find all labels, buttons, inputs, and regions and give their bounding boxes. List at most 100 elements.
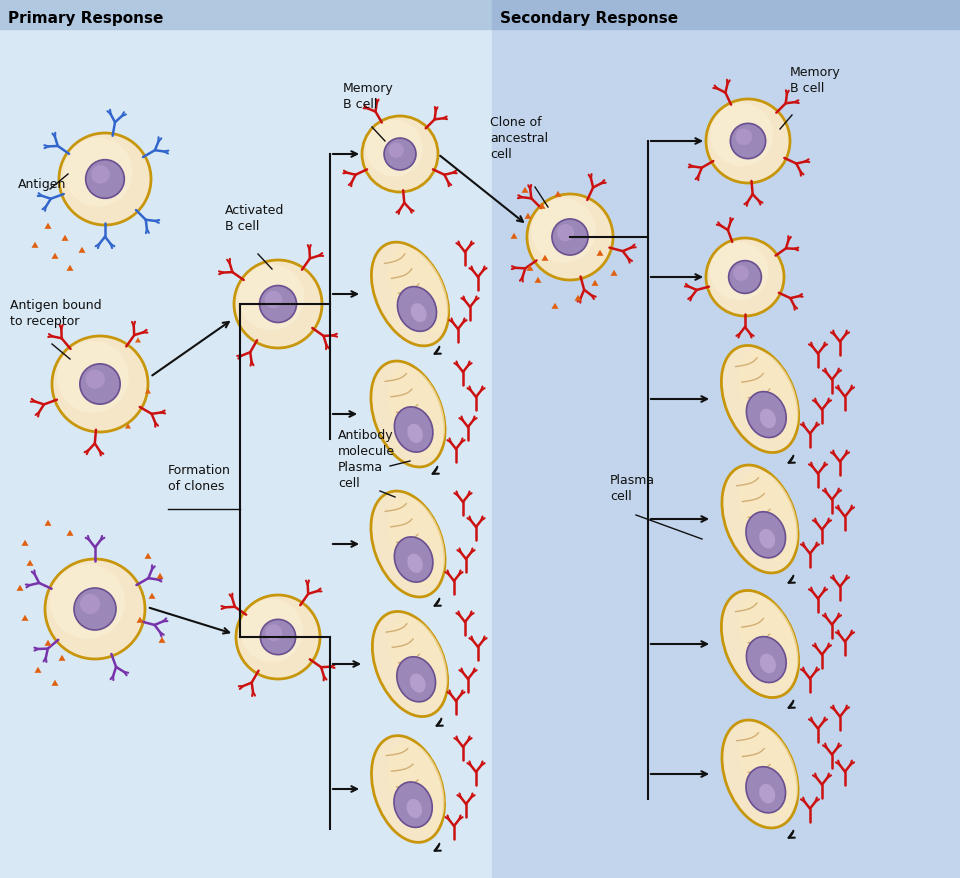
Ellipse shape xyxy=(722,465,798,573)
Polygon shape xyxy=(21,540,29,546)
Ellipse shape xyxy=(372,612,447,716)
Polygon shape xyxy=(535,277,541,284)
Ellipse shape xyxy=(394,782,432,827)
Text: Activated
B cell: Activated B cell xyxy=(225,204,284,233)
Ellipse shape xyxy=(407,424,422,443)
Circle shape xyxy=(63,139,132,207)
Polygon shape xyxy=(66,265,74,271)
Polygon shape xyxy=(524,213,532,220)
Polygon shape xyxy=(52,254,59,260)
Ellipse shape xyxy=(746,392,786,438)
Text: Clone of
ancestral
cell: Clone of ancestral cell xyxy=(490,116,548,161)
Circle shape xyxy=(80,364,120,405)
Polygon shape xyxy=(551,304,559,309)
Ellipse shape xyxy=(759,529,775,549)
Ellipse shape xyxy=(388,741,444,831)
Circle shape xyxy=(52,336,148,433)
Polygon shape xyxy=(44,224,52,229)
Polygon shape xyxy=(521,188,529,193)
Bar xyxy=(492,0,960,30)
Circle shape xyxy=(389,143,404,159)
Circle shape xyxy=(710,104,773,167)
Circle shape xyxy=(384,139,416,170)
Circle shape xyxy=(731,124,766,160)
Ellipse shape xyxy=(388,367,445,457)
Ellipse shape xyxy=(759,784,775,803)
Ellipse shape xyxy=(759,409,776,428)
Circle shape xyxy=(57,342,129,414)
Text: Antibody
molecule: Antibody molecule xyxy=(338,428,396,457)
Bar xyxy=(0,0,492,30)
Text: Antigen: Antigen xyxy=(18,178,66,191)
Text: Memory
B cell: Memory B cell xyxy=(343,82,394,111)
Circle shape xyxy=(362,117,438,193)
Ellipse shape xyxy=(388,497,445,587)
Circle shape xyxy=(240,600,303,662)
Circle shape xyxy=(80,594,100,615)
Polygon shape xyxy=(555,191,562,198)
Ellipse shape xyxy=(372,736,444,842)
Ellipse shape xyxy=(746,766,785,813)
Polygon shape xyxy=(32,242,38,248)
Bar xyxy=(492,0,960,878)
Polygon shape xyxy=(574,295,582,301)
Polygon shape xyxy=(539,204,545,210)
Circle shape xyxy=(366,120,422,177)
Ellipse shape xyxy=(395,537,433,582)
Polygon shape xyxy=(611,270,617,277)
Circle shape xyxy=(234,261,322,349)
Circle shape xyxy=(74,588,116,630)
Text: Formation
of clones: Formation of clones xyxy=(168,464,230,493)
Ellipse shape xyxy=(407,554,422,573)
Text: Secondary Response: Secondary Response xyxy=(500,11,678,25)
Ellipse shape xyxy=(407,799,422,818)
Circle shape xyxy=(729,262,761,294)
Ellipse shape xyxy=(389,616,447,705)
Ellipse shape xyxy=(721,346,799,453)
Circle shape xyxy=(527,195,613,281)
Circle shape xyxy=(735,129,753,146)
Polygon shape xyxy=(541,255,548,262)
Circle shape xyxy=(265,291,282,309)
Polygon shape xyxy=(526,265,534,271)
Ellipse shape xyxy=(396,657,436,702)
Circle shape xyxy=(706,239,784,317)
Circle shape xyxy=(706,100,790,184)
Polygon shape xyxy=(156,573,163,579)
Polygon shape xyxy=(135,338,141,343)
Circle shape xyxy=(238,265,304,331)
Polygon shape xyxy=(591,280,598,286)
Polygon shape xyxy=(145,389,151,394)
Ellipse shape xyxy=(388,248,448,335)
Ellipse shape xyxy=(397,287,437,332)
Polygon shape xyxy=(145,553,152,559)
Ellipse shape xyxy=(410,673,425,693)
Circle shape xyxy=(236,595,320,680)
Circle shape xyxy=(733,266,749,282)
Polygon shape xyxy=(125,424,131,429)
Circle shape xyxy=(85,371,105,389)
Polygon shape xyxy=(158,637,165,643)
Polygon shape xyxy=(136,617,143,623)
Circle shape xyxy=(91,166,109,184)
Ellipse shape xyxy=(722,720,798,828)
Ellipse shape xyxy=(746,637,786,683)
Circle shape xyxy=(265,624,282,642)
Circle shape xyxy=(531,199,596,263)
Ellipse shape xyxy=(411,304,426,323)
Polygon shape xyxy=(44,640,52,646)
Polygon shape xyxy=(21,615,29,621)
Circle shape xyxy=(552,220,588,255)
Polygon shape xyxy=(59,655,65,661)
Circle shape xyxy=(557,225,574,242)
Polygon shape xyxy=(35,667,41,673)
Polygon shape xyxy=(52,680,59,686)
Ellipse shape xyxy=(371,492,445,597)
Polygon shape xyxy=(16,585,23,591)
Ellipse shape xyxy=(738,596,799,686)
Polygon shape xyxy=(27,560,34,566)
Circle shape xyxy=(259,286,297,323)
Polygon shape xyxy=(79,248,85,254)
Circle shape xyxy=(709,242,768,301)
Ellipse shape xyxy=(371,362,445,467)
